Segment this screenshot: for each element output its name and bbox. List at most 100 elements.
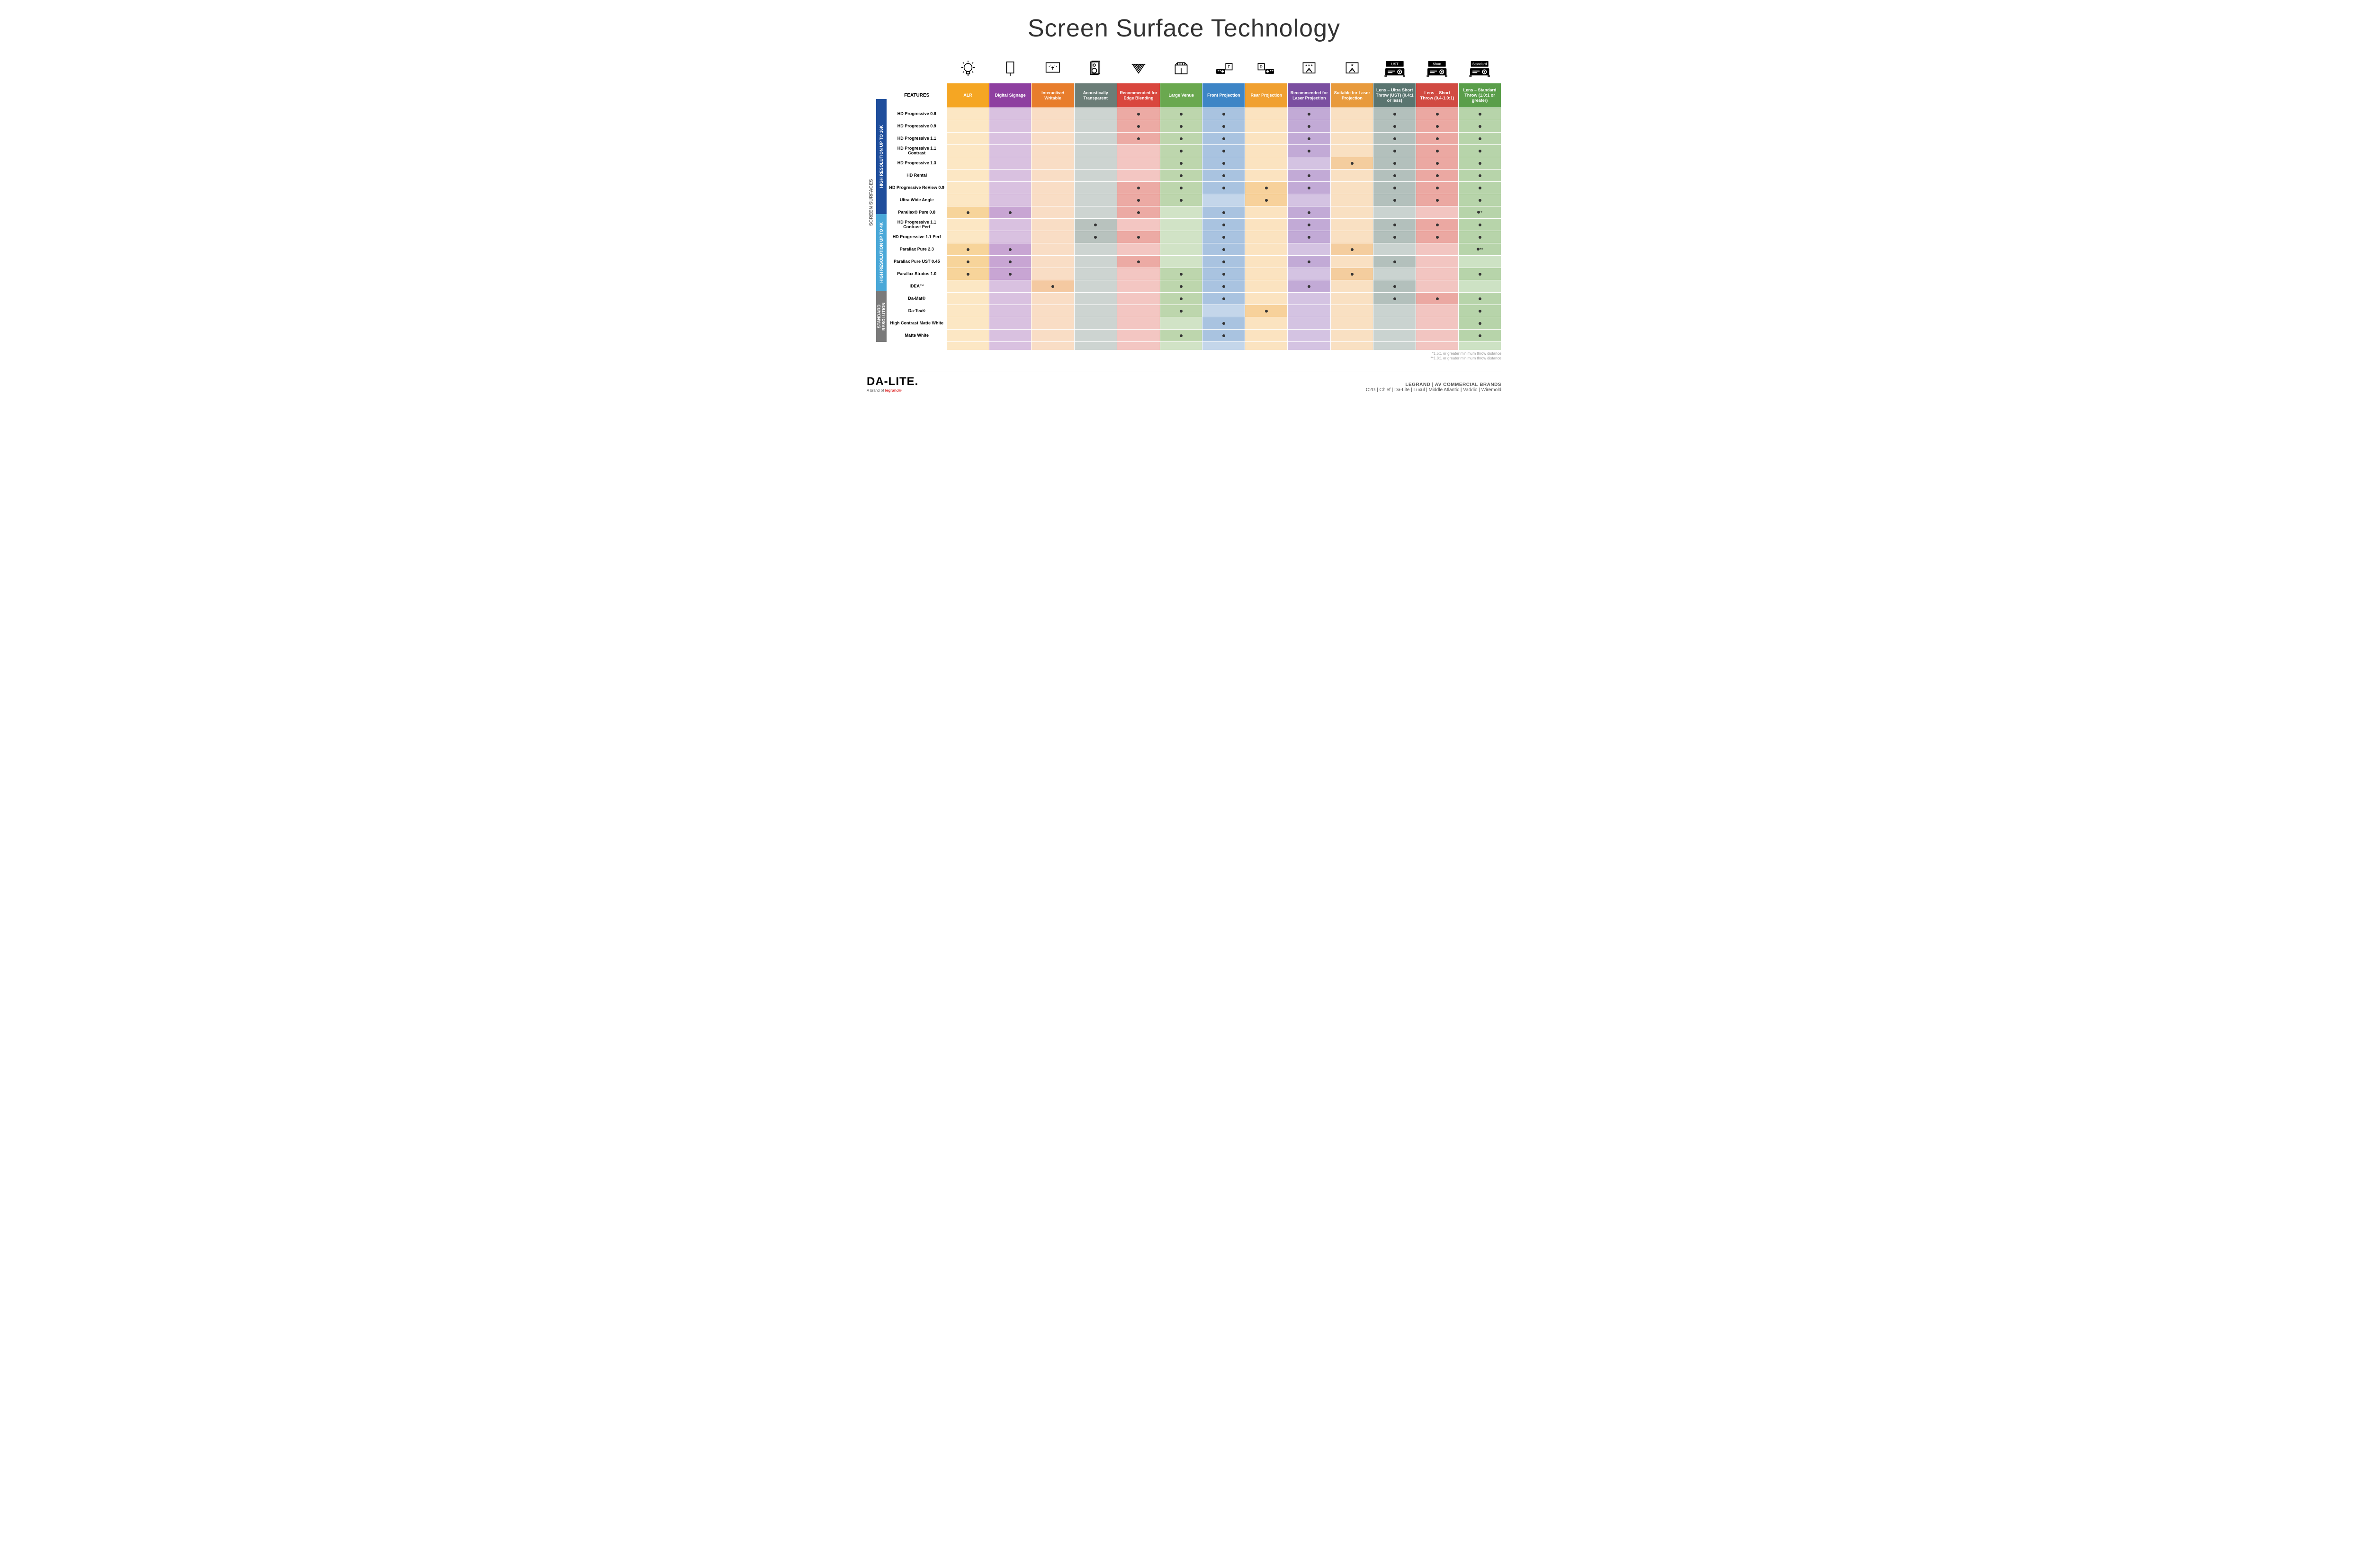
- column-header-std: Lens – Standard Throw (1.0:1 or greater): [1459, 83, 1501, 108]
- dot-icon: [1265, 199, 1268, 202]
- cell-signage: [989, 280, 1031, 293]
- cell-rear: [1245, 170, 1288, 182]
- cell-venue: [1160, 219, 1202, 231]
- cell-short: [1416, 133, 1459, 145]
- cell-interactive: [1032, 108, 1074, 120]
- dot-icon: [1180, 113, 1183, 116]
- dot-icon: [1180, 334, 1183, 337]
- cell-laserSuit: [1331, 231, 1373, 243]
- page-title: Screen Surface Technology: [867, 14, 1501, 43]
- cell-edge: [1117, 330, 1160, 342]
- dot-icon: [1479, 273, 1481, 276]
- table-row: Da-Mat®: [887, 293, 1501, 305]
- cell-ust: [1373, 182, 1416, 194]
- cell-signage: [989, 231, 1031, 243]
- cell-acoustic: [1074, 231, 1117, 243]
- dot-icon: [1009, 248, 1012, 251]
- cell-laserSuit: [1331, 317, 1373, 330]
- cell-short: [1416, 108, 1459, 120]
- dot-icon: [1479, 297, 1481, 300]
- cell-laserSuit: [1331, 182, 1373, 194]
- dot-icon: [1351, 273, 1354, 276]
- cell-interactive: [1032, 182, 1074, 194]
- cell-short: [1416, 120, 1459, 133]
- dot-icon: [1009, 260, 1012, 263]
- interactive-icon: [1032, 55, 1074, 83]
- cell-acoustic: [1074, 157, 1117, 170]
- dot-icon: [967, 248, 969, 251]
- row-name: HD Progressive 0.6: [887, 108, 947, 120]
- cell-std: [1459, 219, 1501, 231]
- dot-icon: [1436, 174, 1439, 177]
- cell-front: [1202, 170, 1245, 182]
- table-row: HD Progressive 1.1 Perf: [887, 231, 1501, 243]
- dot-icon: [1137, 113, 1140, 116]
- dot-icon: [1436, 150, 1439, 152]
- table-row: HD Progressive 1.3: [887, 157, 1501, 170]
- cell-alr: [947, 231, 989, 243]
- dot-icon: [1222, 174, 1225, 177]
- cell-edge: [1117, 108, 1160, 120]
- cell-alr: [947, 219, 989, 231]
- cell-rear: [1245, 219, 1288, 231]
- row-name: Parallax® Pure 0.8: [887, 206, 947, 219]
- cell-interactive: [1032, 133, 1074, 145]
- dot-icon: [1265, 310, 1268, 313]
- cell-laserSuit: [1331, 330, 1373, 342]
- cell-rear: [1245, 305, 1288, 317]
- cell-edge: [1117, 256, 1160, 268]
- cell-std: [1459, 145, 1501, 157]
- cell-signage: [989, 268, 1031, 280]
- dot-icon: [967, 273, 969, 276]
- cell-edge: [1117, 243, 1160, 256]
- cell-laserSuit: [1331, 120, 1373, 133]
- cell-laserSuit: [1331, 133, 1373, 145]
- cell-rear: [1245, 182, 1288, 194]
- cell-ust: [1373, 268, 1416, 280]
- cell-short: [1416, 182, 1459, 194]
- dot-icon: [1436, 125, 1439, 128]
- cell-laserSuit: [1331, 268, 1373, 280]
- column-header-laserSuit: Suitable for Laser Projection: [1331, 83, 1373, 108]
- row-name: Matte White: [887, 330, 947, 342]
- cell-venue: [1160, 305, 1202, 317]
- table-row: Parallax Pure 2.3**: [887, 243, 1501, 256]
- cell-ust: [1373, 194, 1416, 206]
- cell-interactive: [1032, 256, 1074, 268]
- rear-icon: R: [1245, 55, 1288, 83]
- dot-icon: [1436, 113, 1439, 116]
- dot-icon: [1137, 137, 1140, 140]
- cell-venue: [1160, 145, 1202, 157]
- dot-icon: [1222, 322, 1225, 325]
- cell-edge: [1117, 206, 1160, 219]
- cell-short: [1416, 256, 1459, 268]
- dot-icon: [1180, 273, 1183, 276]
- column-header-acoustic: Acoustically Transparent: [1074, 83, 1117, 108]
- cell-ust: [1373, 293, 1416, 305]
- cell-alr: [947, 120, 989, 133]
- cell-rear: [1245, 280, 1288, 293]
- cell-signage: [989, 206, 1031, 219]
- row-name: Da-Mat®: [887, 293, 947, 305]
- cell-std: **: [1459, 243, 1501, 256]
- cell-short: [1416, 194, 1459, 206]
- dot-icon: [1180, 137, 1183, 140]
- cell-laserSuit: [1331, 293, 1373, 305]
- cell-alr: [947, 145, 989, 157]
- chart-container: SCREEN SURFACES HIGH RESOLUTION UP TO 16…: [867, 54, 1501, 350]
- cell-ust: [1373, 330, 1416, 342]
- cell-front: [1202, 330, 1245, 342]
- cell-std: [1459, 133, 1501, 145]
- row-name: HD Progressive ReView 0.9: [887, 182, 947, 194]
- cell-ust: [1373, 133, 1416, 145]
- row-name: HD Progressive 1.1 Contrast Perf: [887, 219, 947, 231]
- dot-icon: [1265, 187, 1268, 189]
- dot-icon: [1393, 199, 1396, 202]
- dot-icon: [1094, 224, 1097, 226]
- cell-rear: [1245, 243, 1288, 256]
- dot-icon: [1222, 113, 1225, 116]
- dot-icon: [1308, 174, 1310, 177]
- column-header-front: Front Projection: [1202, 83, 1245, 108]
- table-row: Ultra Wide Angle: [887, 194, 1501, 206]
- dot-icon: [1137, 260, 1140, 263]
